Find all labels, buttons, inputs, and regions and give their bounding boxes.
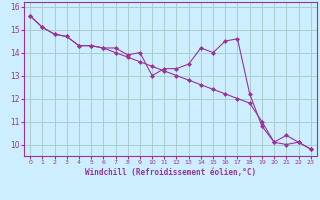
X-axis label: Windchill (Refroidissement éolien,°C): Windchill (Refroidissement éolien,°C) xyxy=(85,168,256,177)
